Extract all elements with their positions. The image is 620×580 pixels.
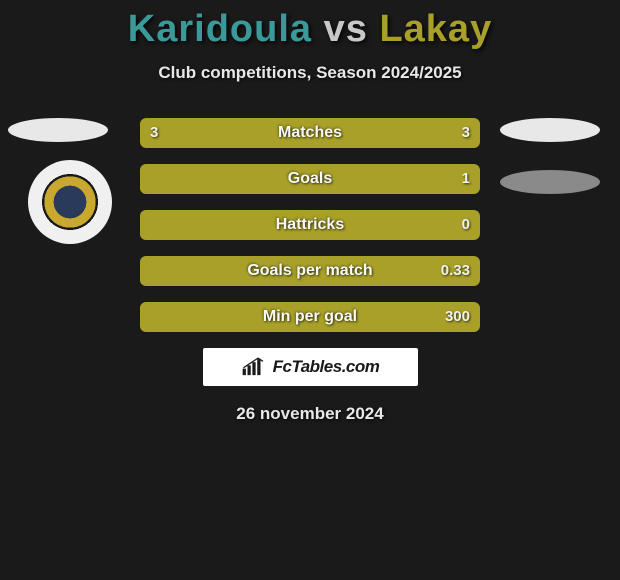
stat-label: Min per goal — [140, 302, 480, 332]
stat-value-right: 300 — [445, 302, 470, 332]
stat-value-right: 1 — [462, 164, 470, 194]
vs-text: vs — [324, 8, 368, 50]
brand-box[interactable]: FcTables.com — [203, 348, 418, 386]
stat-row: Matches3 3 — [140, 118, 480, 148]
comparison-title: Karidoula vs Lakay — [0, 0, 620, 51]
stat-row: Goals1 — [140, 164, 480, 194]
stat-label: Matches — [140, 118, 480, 148]
stat-label: Hattricks — [140, 210, 480, 240]
stat-label: Goals — [140, 164, 480, 194]
stat-value-right: 0.33 — [441, 256, 470, 286]
stat-bars: Matches3 3 Goals1 Hattricks0 Goals per match… — [140, 118, 480, 332]
player1-name: Karidoula — [128, 8, 312, 50]
player1-marker — [8, 118, 108, 142]
player2-marker-2 — [500, 170, 600, 194]
brand-chart-icon — [241, 357, 267, 377]
stat-label: Goals per match — [140, 256, 480, 286]
stat-row: Hattricks0 — [140, 210, 480, 240]
stat-value-left: 3 — [150, 118, 158, 148]
club-badge-inner — [37, 169, 103, 235]
footer-date: 26 november 2024 — [0, 404, 620, 424]
compare-area: Matches3 3 Goals1 Hattricks0 Goals per match… — [0, 118, 620, 332]
stat-row: Goals per match0.33 — [140, 256, 480, 286]
stat-value-right: 3 — [462, 118, 470, 148]
subtitle: Club competitions, Season 2024/2025 — [0, 63, 620, 83]
player2-marker-1 — [500, 118, 600, 142]
player2-name: Lakay — [379, 8, 492, 50]
stat-value-right: 0 — [462, 210, 470, 240]
brand-text: FcTables.com — [273, 357, 380, 377]
club-badge — [28, 160, 112, 244]
stat-row: Min per goal300 — [140, 302, 480, 332]
